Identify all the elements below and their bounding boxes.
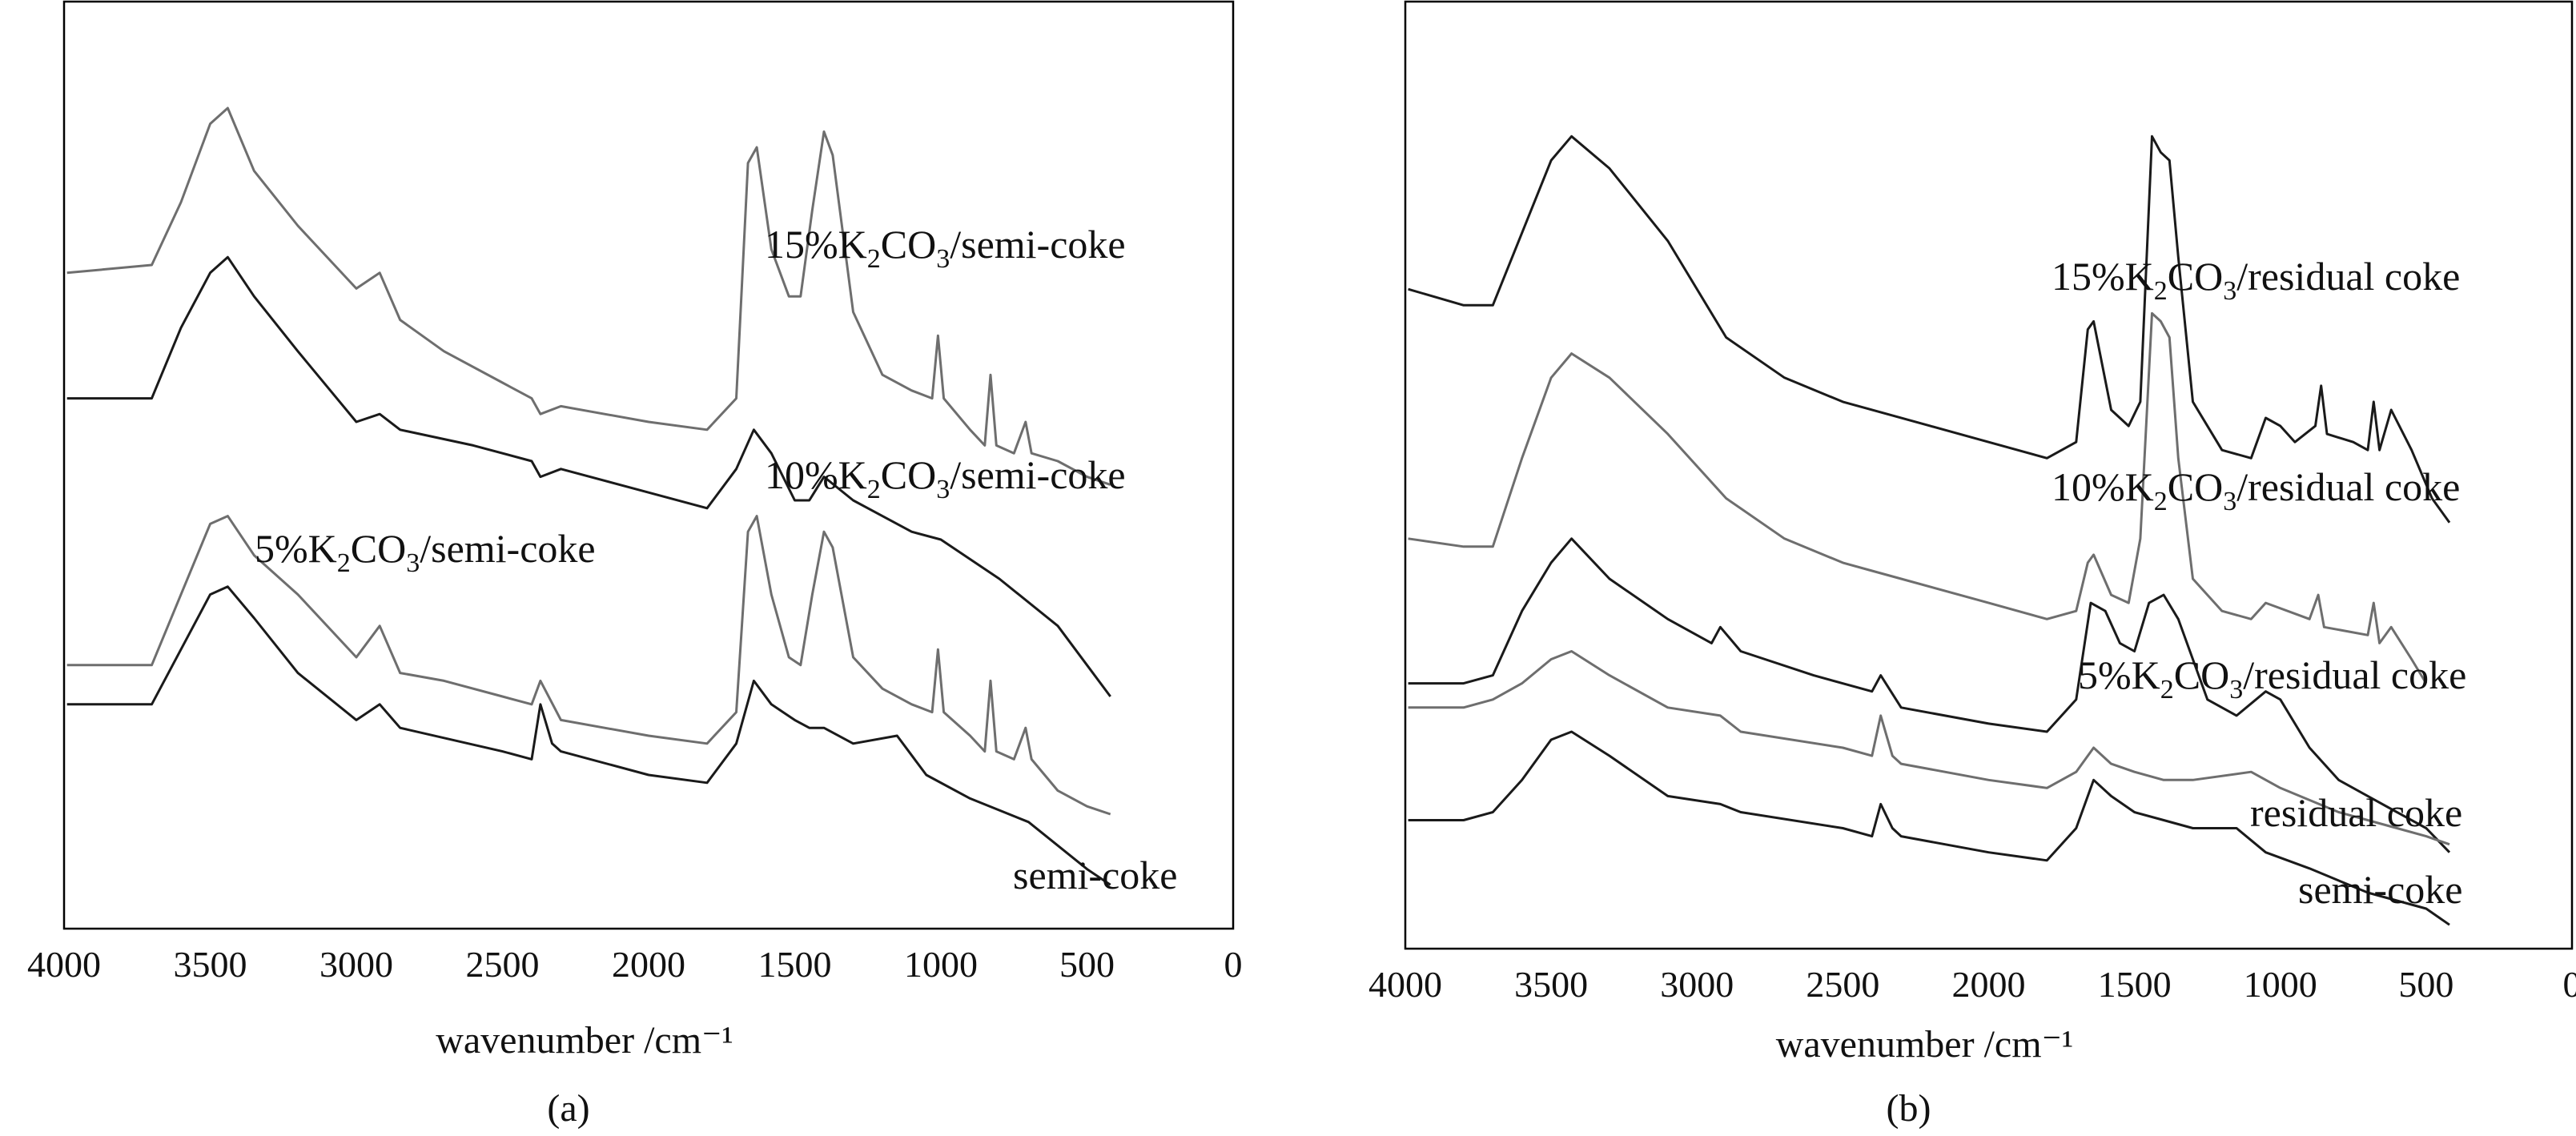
x-tick-label: 2500	[1806, 964, 1879, 1005]
series-line-2	[1408, 311, 2428, 684]
series-line-1	[66, 106, 1111, 486]
chart-panel-a: 4000 3500 3000 2500 2000 1500 1000 500 0 wavenumb…	[27, 0, 1243, 1130]
series-label-2: 10%K2CO3/semi-coke	[765, 452, 1126, 504]
x-tick-label: 1000	[904, 944, 978, 985]
x-tick-label: 3500	[1514, 964, 1588, 1005]
x-tick-label: 1500	[758, 944, 832, 985]
plot-frame	[1404, 0, 2574, 950]
panel-label: (b)	[1887, 1087, 1931, 1130]
series-line-3	[66, 515, 1111, 816]
chart-panel-b: 4000 3500 3000 2500 2000 1500 1000 500 0 wavenumb…	[1368, 0, 2576, 1130]
x-tick-label: 4000	[1368, 964, 1442, 1005]
x-tick-label: 3000	[319, 944, 393, 985]
series-label-4: residual coke	[2250, 790, 2462, 835]
series-label-1: 15%K2CO3/residual coke	[2052, 254, 2460, 306]
series-label-4: semi-coke	[1013, 853, 1177, 897]
series-label-1: 15%K2CO3/semi-coke	[765, 222, 1126, 274]
x-tick-label: 0	[2563, 964, 2576, 1005]
x-tick-label: 500	[2398, 964, 2453, 1005]
series-line-3	[1408, 537, 2451, 853]
x-tick-label: 4000	[27, 944, 101, 985]
series-line-2	[66, 255, 1111, 697]
x-tick-label: 3500	[174, 944, 247, 985]
x-tick-label: 2000	[612, 944, 685, 985]
series-line-5	[1408, 730, 2450, 926]
x-tick-label: 500	[1059, 944, 1115, 985]
x-axis-title: wavenumber /cm⁻¹	[436, 1019, 733, 1062]
x-axis-title: wavenumber /cm⁻¹	[1776, 1023, 2074, 1066]
plot-frame	[62, 0, 1235, 930]
series-label-3: 5%K2CO3/semi-coke	[255, 526, 596, 578]
x-tick-label: 2500	[466, 944, 540, 985]
series-line-4	[1408, 650, 2450, 846]
panel-label: (a)	[547, 1087, 589, 1130]
x-tick-label: 0	[1224, 944, 1243, 985]
series-line-1	[1408, 134, 2451, 524]
series-label-5: semi-coke	[2298, 867, 2462, 912]
x-tick-label: 3000	[1660, 964, 1734, 1005]
series-line-4	[66, 585, 1111, 886]
series-label-2: 10%K2CO3/residual coke	[2052, 464, 2460, 516]
x-tick-label: 1000	[2244, 964, 2317, 1005]
x-tick-label: 2000	[1952, 964, 2026, 1005]
x-tick-label: 1500	[2098, 964, 2172, 1005]
series-label-3: 5%K2CO3/residual coke	[2078, 652, 2466, 704]
